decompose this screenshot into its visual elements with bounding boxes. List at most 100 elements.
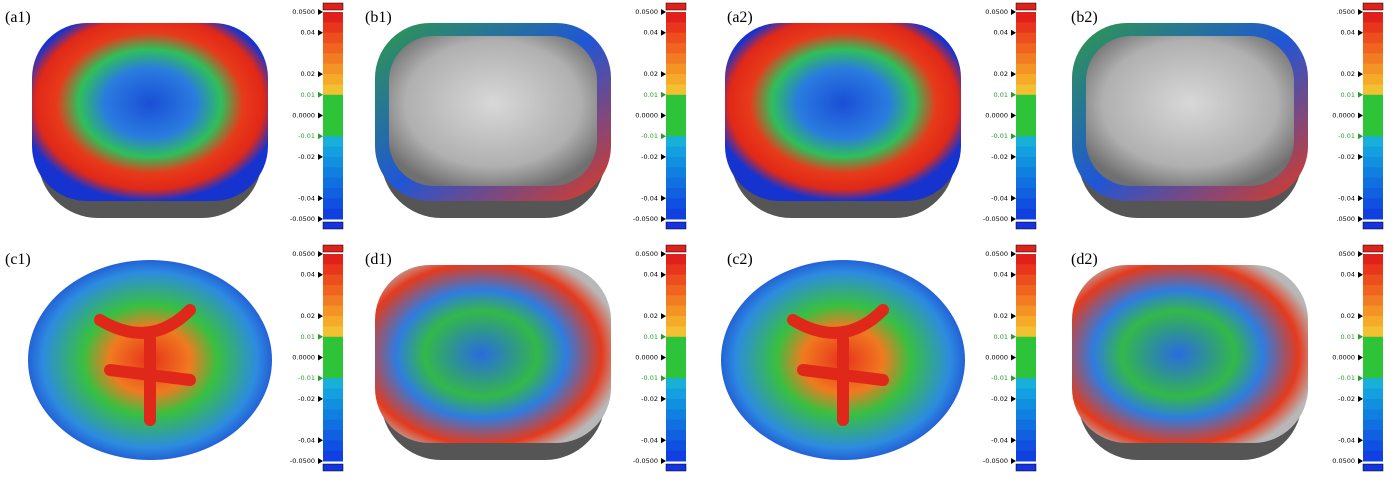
scale-band <box>666 419 686 431</box>
scale-band <box>1016 440 1036 452</box>
scale-band <box>666 254 686 265</box>
scale-marker <box>318 313 323 320</box>
scale-band <box>323 63 343 75</box>
scale-band <box>666 63 686 75</box>
scale-marker <box>318 153 323 160</box>
scale-band <box>323 409 343 421</box>
scale-marker <box>661 458 666 464</box>
scale-marker <box>1358 153 1363 160</box>
scale-band <box>1016 12 1036 23</box>
scale-band <box>323 146 343 158</box>
scale-marker <box>1011 216 1016 222</box>
scale-band <box>323 43 343 54</box>
scale-band <box>323 177 343 189</box>
scale-band <box>1363 167 1383 179</box>
scale-band <box>1016 378 1036 390</box>
fissure <box>94 304 196 426</box>
scale-label: 0.02 <box>301 312 315 320</box>
scale-band <box>323 378 343 390</box>
scale-label: -0.0500 <box>633 457 658 465</box>
scale-marker <box>318 458 323 464</box>
scale-marker <box>1358 216 1363 222</box>
scale-band <box>666 326 686 338</box>
scale-band <box>1016 177 1036 189</box>
scale-label: 0.01 <box>644 333 658 341</box>
scale-band <box>666 22 686 34</box>
scale-band <box>1363 378 1383 390</box>
scale-band <box>1363 295 1383 307</box>
scale-label: -0.02 <box>991 395 1008 403</box>
scale-band <box>323 105 343 116</box>
scale-marker <box>318 354 323 361</box>
scale-band <box>666 105 686 116</box>
scale-label: -0.01 <box>298 132 315 140</box>
scale-band <box>666 316 686 327</box>
scale-band <box>666 378 686 390</box>
scale-label: 0500 <box>1338 250 1355 258</box>
scale-label: 0.01 <box>301 91 315 99</box>
panel-label: (d2) <box>1071 251 1098 268</box>
scale-band <box>666 409 686 421</box>
scale-band <box>1363 22 1383 34</box>
scale-band <box>1016 208 1036 220</box>
scale-label: 0.04 <box>301 271 315 279</box>
scale-marker <box>1358 133 1363 140</box>
scale-band <box>1363 84 1383 96</box>
scale-band <box>1016 326 1036 338</box>
scale-label: 0.04 <box>644 271 658 279</box>
scale-band <box>1016 316 1036 327</box>
scale-band <box>1016 167 1036 179</box>
scale-marker <box>661 133 666 140</box>
scale-marker <box>1011 251 1016 257</box>
scale-band <box>1363 357 1383 369</box>
scale-band <box>1363 336 1383 348</box>
scale-band <box>1363 156 1383 168</box>
scale-band <box>1363 187 1383 199</box>
scale-marker <box>1011 71 1016 78</box>
scale-band <box>1016 84 1036 96</box>
scale-marker <box>661 313 666 320</box>
scale-band <box>666 187 686 199</box>
scale-band <box>323 264 343 276</box>
panel-label: (b1) <box>365 9 392 26</box>
panel: (a1) 0.0500 0.04 0.02 0.01 0.0000 -0.01 -0.02 -0… <box>5 2 344 230</box>
panel: (c2) 0.0500 0.04 0.02 0.01 0.0000 -0.01 -0.02 -0… <box>721 244 1037 472</box>
panel: (b1) 0.0500 0.04 0.02 0.01 0.0000 -0.01 -0.02 -0… <box>365 2 687 230</box>
tooth-inner <box>1086 36 1294 186</box>
panel: (c1) 0.0500 0.04 0.02 0.01 0.0000 -0.01 -0.02 -0… <box>5 244 344 472</box>
scale-cap-bottom <box>1362 221 1384 230</box>
scale-band <box>1363 136 1383 148</box>
scale-band <box>323 326 343 338</box>
scale-band <box>323 187 343 199</box>
scale-band <box>323 357 343 369</box>
scale-marker <box>661 437 666 444</box>
scale-band <box>666 32 686 44</box>
scale-label: 0.0000 <box>292 354 315 362</box>
scale-label: 0.01 <box>644 91 658 99</box>
scale-band <box>323 12 343 23</box>
scale-marker <box>1358 112 1363 119</box>
scale-label: -0.02 <box>1338 395 1355 403</box>
tooth-surface <box>32 23 268 201</box>
scale-marker <box>1011 395 1016 402</box>
scale-label: -0.02 <box>298 153 315 161</box>
scale-label: 0.02 <box>644 312 658 320</box>
scale-cap-bottom <box>322 221 344 230</box>
scale-marker <box>661 91 666 98</box>
scale-band <box>1016 146 1036 158</box>
scale-band <box>666 115 686 127</box>
scale-band <box>666 177 686 189</box>
scale-band <box>1363 305 1383 317</box>
scale-band <box>323 305 343 317</box>
fissure <box>787 304 889 426</box>
scale-band <box>1363 367 1383 379</box>
scale-label: 0.02 <box>1341 312 1355 320</box>
scale-cap-bottom <box>1362 463 1384 472</box>
scale-band <box>1363 63 1383 75</box>
scale-label: 0.0500 <box>292 8 315 16</box>
scale-marker <box>1011 9 1016 15</box>
scale-marker <box>1358 354 1363 361</box>
scale-marker <box>318 437 323 444</box>
scale-label: -0.02 <box>641 153 658 161</box>
scale-band <box>1016 94 1036 106</box>
